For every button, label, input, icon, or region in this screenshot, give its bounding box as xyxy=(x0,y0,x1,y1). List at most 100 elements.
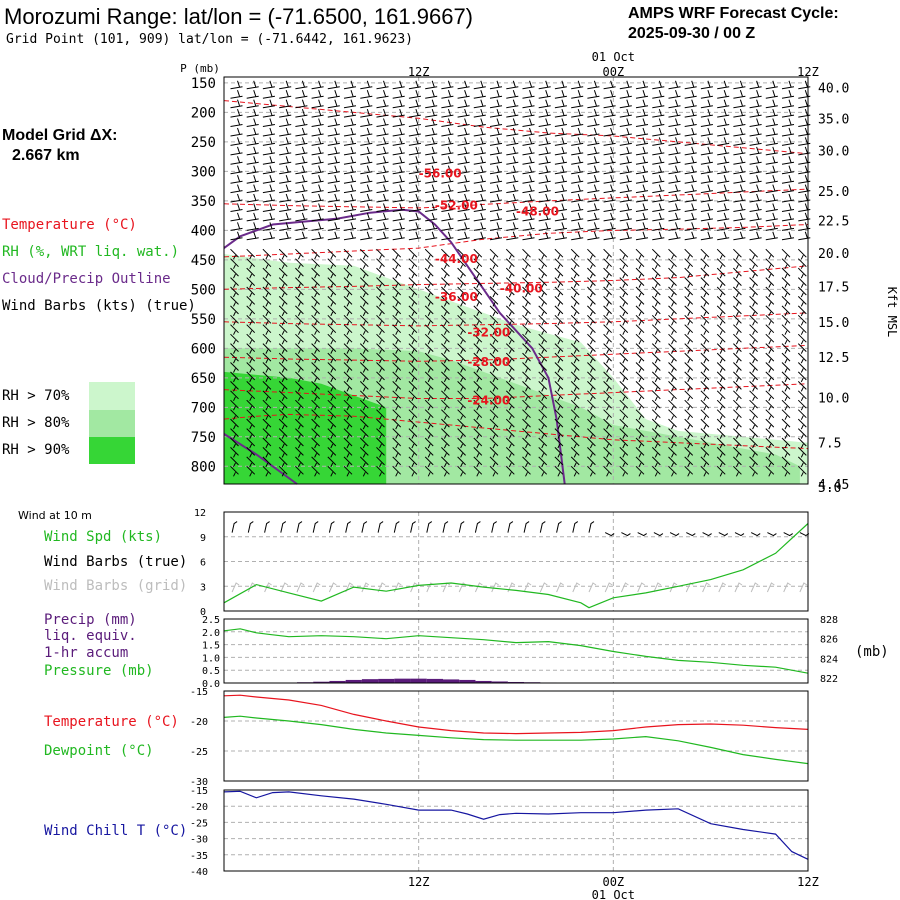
wind-barb xyxy=(343,184,357,194)
wind-barb xyxy=(311,456,320,468)
isotherm-line xyxy=(223,265,809,290)
pressure-tick-label: 450 xyxy=(191,253,216,269)
wind-barb xyxy=(376,175,389,184)
wind-barb xyxy=(489,314,499,326)
wind-barb xyxy=(376,362,385,373)
wind-barb xyxy=(246,258,256,269)
wind-barb xyxy=(457,146,470,156)
wind-barb-true xyxy=(556,521,562,533)
wind-barb xyxy=(797,248,807,260)
wind-barb-true xyxy=(734,532,745,537)
wind-barb xyxy=(392,156,405,165)
legend-rh80: RH > 80% xyxy=(2,415,70,431)
wind-barb xyxy=(603,362,612,373)
wind-barb-true xyxy=(442,521,449,533)
wind-barb xyxy=(570,371,580,383)
wind-barb xyxy=(587,267,596,279)
wind-barb xyxy=(457,399,466,411)
wind-barb xyxy=(262,333,272,345)
wind-barb xyxy=(717,165,730,175)
wind-barb xyxy=(749,203,762,212)
wind-barb xyxy=(343,165,357,175)
wind-barb xyxy=(635,267,645,279)
isotherm-label: -52.00 xyxy=(435,199,478,213)
wind-barb xyxy=(262,390,272,402)
pressure-unit: (mb) xyxy=(855,644,889,660)
wind-barb xyxy=(457,175,470,184)
wind-barb xyxy=(749,418,758,430)
wind-barb xyxy=(279,203,292,212)
wind-barb xyxy=(506,99,519,109)
wind-barb xyxy=(392,381,402,392)
bottom-date-label: 01 Oct xyxy=(592,888,635,900)
wind-barb xyxy=(651,333,661,345)
wind-barb xyxy=(408,296,418,307)
wind-barb xyxy=(603,343,612,354)
wind-barb xyxy=(717,127,730,137)
wind-barb xyxy=(781,381,791,392)
wind-barb xyxy=(376,428,385,439)
height-tick-label: 15.0 xyxy=(818,316,849,331)
wind-barb xyxy=(749,184,762,194)
wind-barb xyxy=(376,137,389,146)
wind-barb xyxy=(700,296,710,307)
wind-barb xyxy=(376,371,385,383)
wind-barb xyxy=(473,409,483,420)
wind-barb xyxy=(441,203,454,212)
wind-barb xyxy=(457,258,466,269)
wind-barb xyxy=(765,305,775,317)
wind-barb xyxy=(651,314,661,326)
wind-barb xyxy=(765,184,778,194)
wind-barb xyxy=(765,333,775,345)
wind-barb xyxy=(376,381,385,392)
wind-barb xyxy=(603,447,612,458)
wind-barb xyxy=(635,127,649,137)
wind-barb xyxy=(570,362,580,373)
wind-barb xyxy=(522,305,531,317)
wind-barb xyxy=(489,212,503,222)
wind-barb xyxy=(635,118,649,127)
precip-bar xyxy=(443,679,460,683)
wind-barb xyxy=(359,343,369,354)
wind-barb xyxy=(278,465,288,477)
wind-barb xyxy=(668,80,681,90)
wind-barb xyxy=(522,333,531,345)
wind-barb xyxy=(603,222,616,231)
wind-barb xyxy=(408,437,418,449)
wind-barb xyxy=(278,428,288,439)
wind-barb xyxy=(571,146,584,156)
wind-barb xyxy=(295,156,308,165)
wind-tick-label: 12 xyxy=(194,508,206,519)
wind-barb xyxy=(635,277,645,288)
precip-bar xyxy=(345,679,362,683)
wind-barb xyxy=(360,137,373,146)
wind-barb xyxy=(603,371,612,383)
height-tick-label: 20.0 xyxy=(818,247,849,262)
wind-barb xyxy=(230,165,243,175)
wind-barb-true xyxy=(280,521,287,533)
wind-barb xyxy=(733,108,746,118)
wind-barb-true xyxy=(393,521,400,533)
wind-barb xyxy=(570,428,580,439)
wind-barb xyxy=(360,175,373,184)
wind-barb xyxy=(733,184,746,194)
wind-tick-label: 0 xyxy=(200,607,206,618)
wind-barb xyxy=(700,212,713,222)
wind-barb xyxy=(749,156,762,165)
wind-barb xyxy=(311,118,324,127)
wind-barb xyxy=(311,165,324,175)
wind-barb xyxy=(635,258,645,269)
wind-barb xyxy=(587,409,596,420)
wind-barb xyxy=(538,222,551,231)
wind-barb xyxy=(408,277,418,288)
wind-barb xyxy=(635,231,649,241)
wind-barb xyxy=(571,80,584,90)
wind-barb xyxy=(457,437,466,449)
wind-barb xyxy=(749,175,762,184)
chart-title: Morozumi Range: lat/lon = (-71.6500, 161… xyxy=(4,4,474,29)
wind-barb xyxy=(230,80,243,90)
wind-barb xyxy=(587,296,596,307)
wind-barb xyxy=(619,184,632,194)
wind-barb xyxy=(538,456,548,468)
wind-barb xyxy=(327,258,337,269)
